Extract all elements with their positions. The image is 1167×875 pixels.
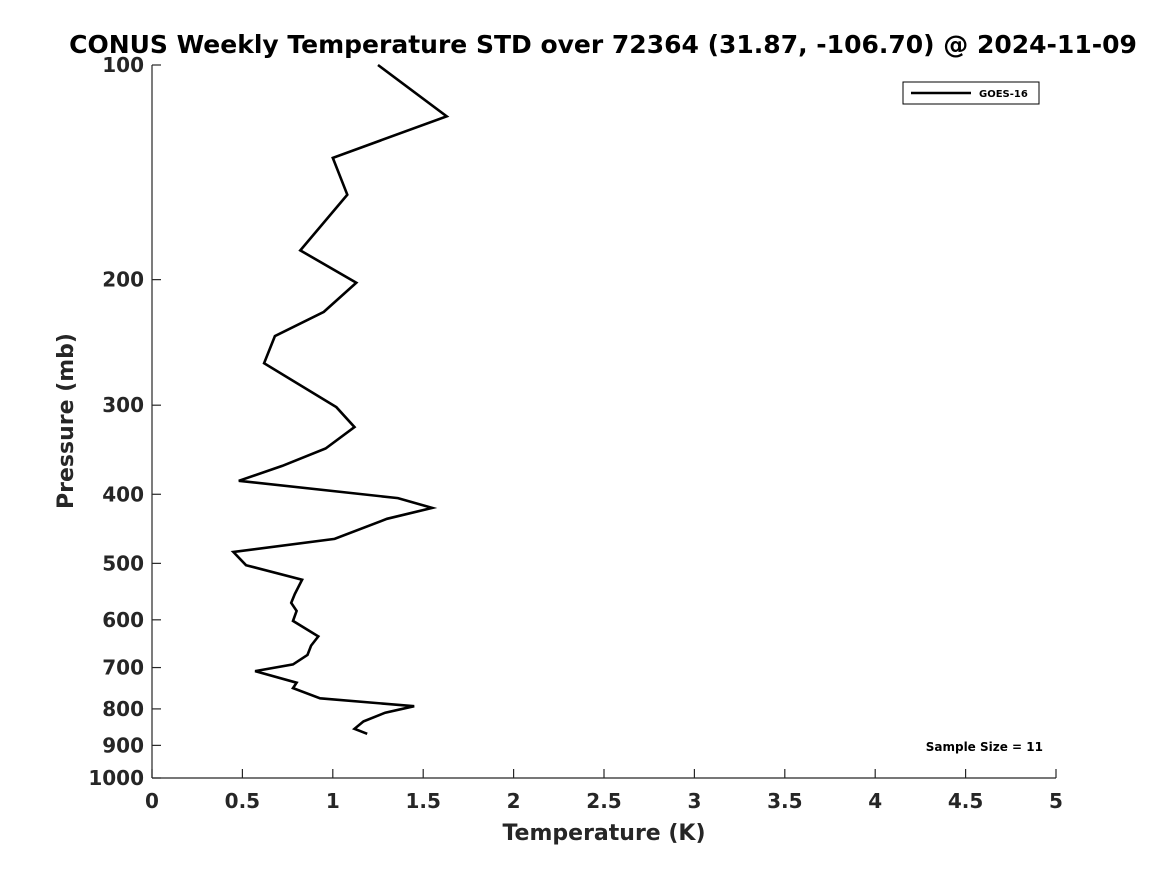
y-tick-label: 800 <box>102 697 144 721</box>
legend: GOES-16 <box>902 81 1040 105</box>
y-tick-label: 900 <box>102 733 144 757</box>
y-ticks: 100 200 300 400 500 600 700 800 900 1000 <box>88 53 161 790</box>
series-line-goes-16 <box>230 63 450 736</box>
y-tick-label: 500 <box>102 551 144 575</box>
x-tick-label: 4 <box>868 789 882 813</box>
x-tick-label: 4.5 <box>948 789 983 813</box>
chart-title: CONUS Weekly Temperature STD over 72364 … <box>69 30 1137 59</box>
legend-entry-goes-16: GOES-16 <box>979 89 1028 100</box>
x-tick-label: 1 <box>326 789 340 813</box>
y-tick-label: 100 <box>102 53 144 77</box>
x-tick-label: 3 <box>687 789 701 813</box>
y-tick-label: 700 <box>102 656 144 680</box>
y-tick-label: 400 <box>102 482 144 506</box>
y-axis-label: Pressure (mb) <box>54 333 79 509</box>
series-layer <box>230 63 450 736</box>
x-tick-label: 3.5 <box>767 789 802 813</box>
x-tick-label: 5 <box>1049 789 1063 813</box>
y-tick-label: 1000 <box>88 766 144 790</box>
y-tick-label: 200 <box>102 268 144 292</box>
x-tick-label: 2 <box>507 789 521 813</box>
x-tick-label: 1.5 <box>405 789 440 813</box>
x-axis-label: Temperature (K) <box>502 821 705 846</box>
plot-area: 0 0.5 1 1.5 2 2.5 3 3.5 4 4.5 5 100 200 300 400 500 600… <box>88 53 1063 813</box>
x-ticks: 0 0.5 1 1.5 2 2.5 3 3.5 4 4.5 5 <box>145 769 1063 813</box>
x-tick-label: 2.5 <box>586 789 621 813</box>
y-tick-label: 600 <box>102 608 144 632</box>
sample-size-annotation: Sample Size = 11 <box>926 740 1043 754</box>
x-tick-label: 0 <box>145 789 159 813</box>
x-tick-label: 0.5 <box>225 789 260 813</box>
y-tick-label: 300 <box>102 393 144 417</box>
